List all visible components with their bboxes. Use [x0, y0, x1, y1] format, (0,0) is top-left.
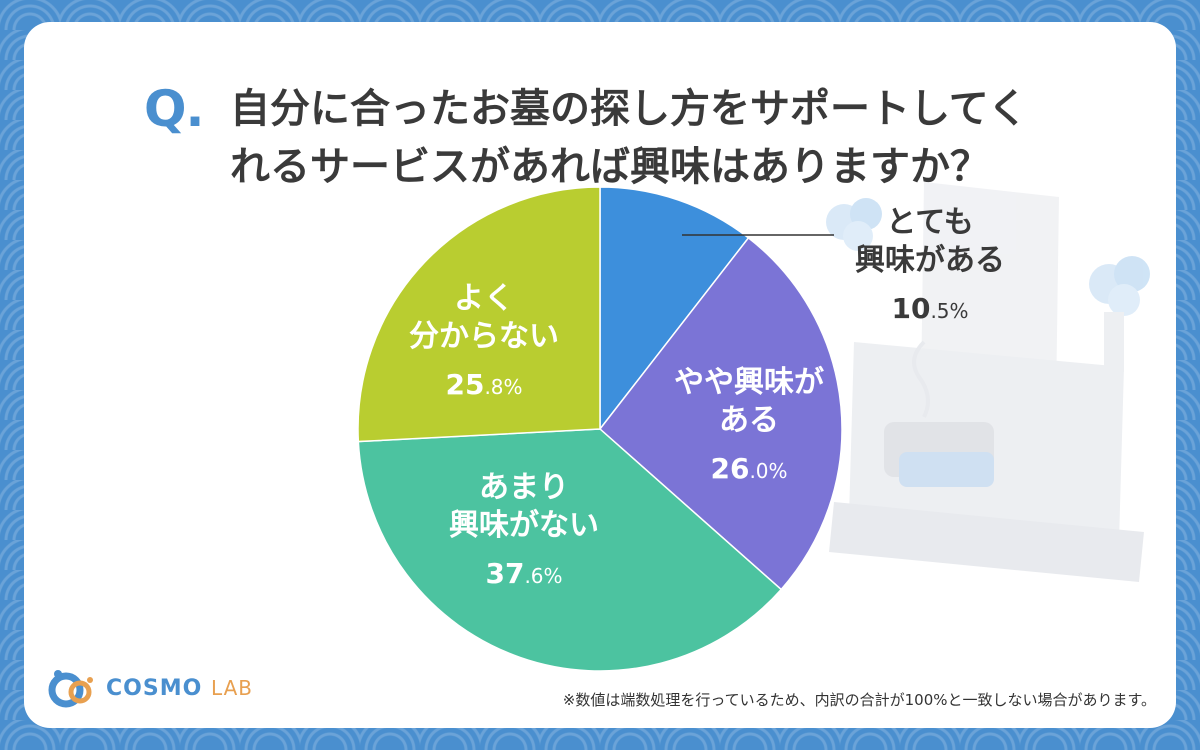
slice-label-line: 興味がある	[855, 243, 1005, 278]
slice-label-line: あまり	[479, 470, 569, 505]
grave-illustration	[826, 182, 1150, 582]
slice-value: 10	[891, 292, 930, 325]
logo-name: COSMO	[106, 675, 203, 701]
slice-value: 37	[485, 557, 524, 590]
pie-chart: とても興味がある 10.5% やや興味がある 26.0% あまり興味がない 37.6% よく…	[357, 186, 1005, 672]
footnote: ※数値は端数処理を行っているため、内訳の合計が100%と一致しない場合があります…	[562, 691, 1156, 709]
question-line-2: れるサービスがあれば興味はありますか？	[230, 144, 990, 190]
pie-slice-3	[357, 428, 783, 672]
slice-label-4: よく分からない 25.8%	[409, 281, 559, 401]
slice-value: 25	[445, 368, 484, 401]
slice-label-line: とても	[886, 205, 974, 240]
slice-value-decimal: .0%	[749, 459, 787, 483]
pie-slice-4	[357, 186, 601, 443]
slice-value-decimal: .6%	[524, 564, 562, 588]
slice-label-2: やや興味がある 26.0%	[674, 365, 824, 485]
pie-slice-2	[598, 236, 843, 591]
question-line-1: 自分に合ったお墓の探し方をサポートしてく	[230, 86, 1028, 132]
slice-label-line: よく	[454, 281, 514, 316]
slice-label-line: 興味がない	[449, 508, 599, 543]
slice-value-decimal: .8%	[484, 375, 522, 399]
pie-slice-1	[599, 186, 750, 432]
slice-label-1: とても興味がある 10.5%	[855, 205, 1005, 325]
card: Q. 自分に合ったお墓の探し方をサポートしてく れるサービスがあれば興味はありま…	[24, 22, 1176, 728]
slice-label-line: 分からない	[409, 319, 559, 354]
logo-suffix: LAB	[210, 675, 253, 700]
logo-icon	[48, 670, 93, 708]
question-text: 自分に合ったお墓の探し方をサポートしてく れるサービスがあれば興味はありますか？	[230, 80, 1050, 196]
slice-label-3: あまり興味がない 37.6%	[449, 470, 599, 590]
slice-label-line: ある	[719, 403, 779, 438]
slice-value-decimal: .5%	[930, 299, 968, 323]
question-mark: Q.	[144, 80, 204, 138]
cosmo-lab-logo: COSMO LAB	[48, 668, 253, 708]
slice-value: 26	[710, 452, 749, 485]
slice-label-line: やや興味が	[674, 365, 824, 400]
